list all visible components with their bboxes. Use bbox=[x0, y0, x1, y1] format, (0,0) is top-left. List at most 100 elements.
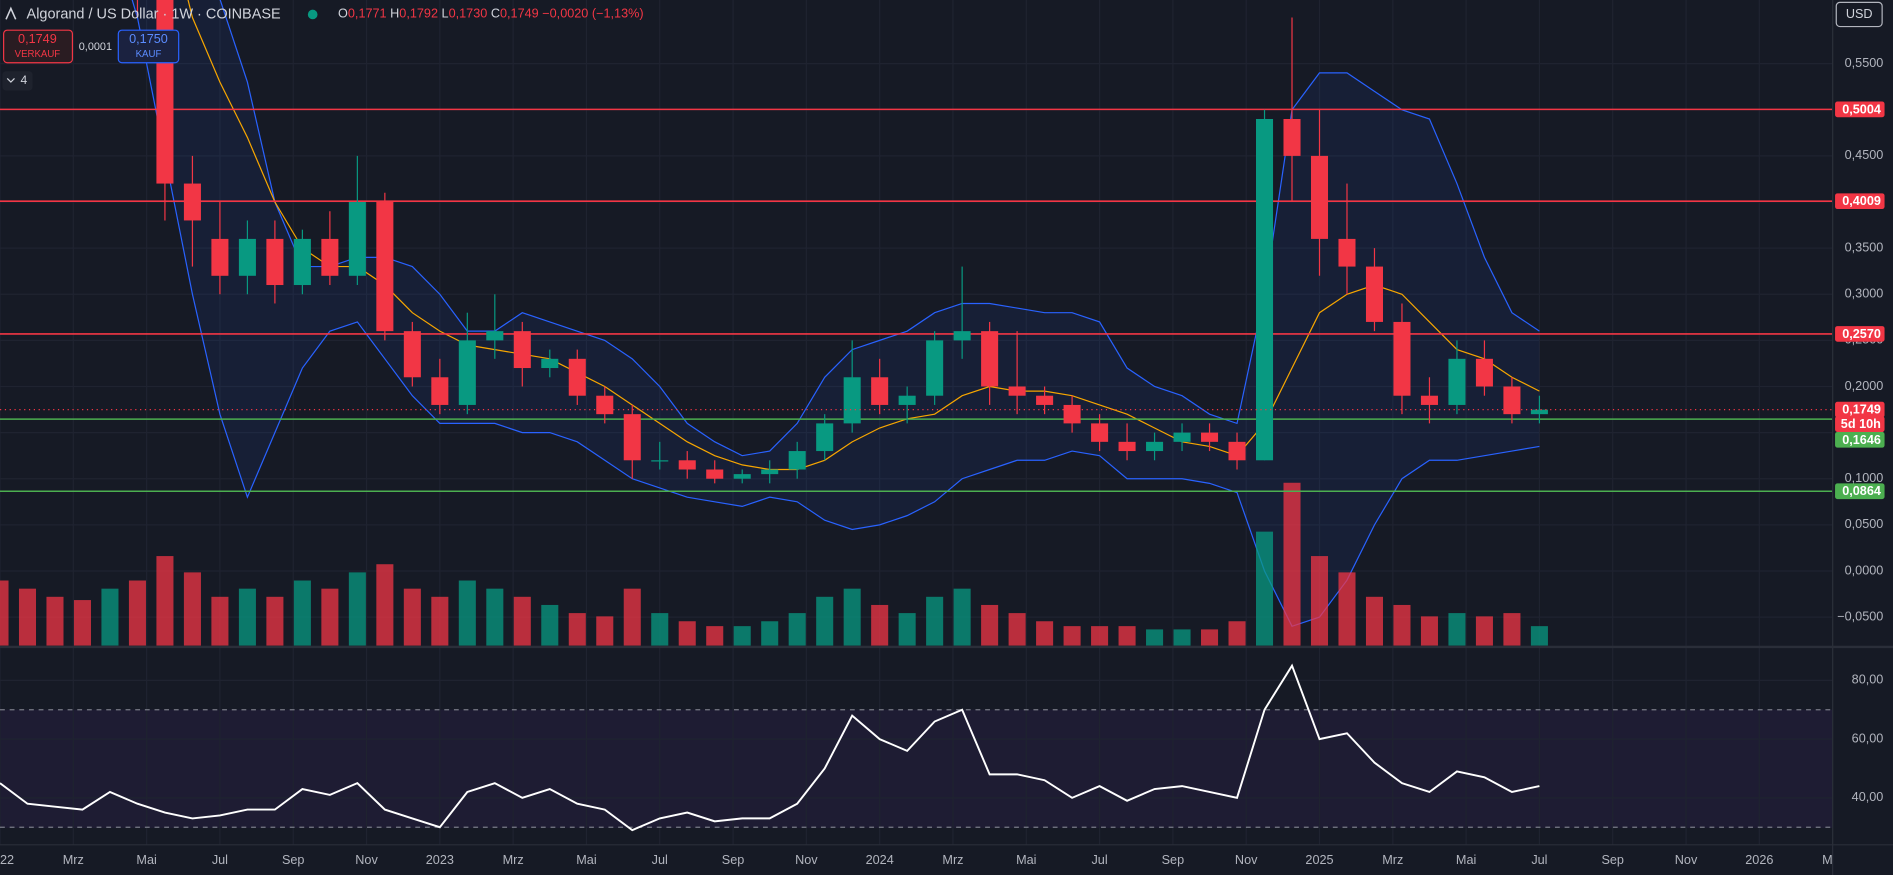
candle-body bbox=[1448, 358, 1466, 405]
level-label: 0,2570 bbox=[1842, 327, 1881, 341]
volume-bar bbox=[981, 604, 999, 646]
candle-body bbox=[568, 358, 586, 396]
volume-bar bbox=[101, 588, 119, 646]
level-label: 0,5004 bbox=[1842, 102, 1881, 116]
rsi-band bbox=[0, 709, 1833, 828]
buy-button[interactable]: 0,1750 KAUF bbox=[117, 29, 180, 64]
volume-bar bbox=[293, 580, 311, 646]
volume-bar bbox=[871, 604, 889, 646]
y-tick-label: 0,4500 bbox=[1845, 148, 1884, 162]
candle-body bbox=[1365, 266, 1383, 322]
currency[interactable]: USD bbox=[1846, 7, 1873, 21]
candle-body bbox=[1146, 441, 1164, 452]
x-tick-label: Mrz bbox=[503, 853, 524, 867]
volume-bar bbox=[926, 596, 944, 646]
candle-body bbox=[1310, 155, 1329, 239]
volume-bar bbox=[651, 613, 669, 646]
countdown-label-box bbox=[1835, 416, 1885, 432]
volume-bar bbox=[1420, 616, 1438, 646]
volume-bar bbox=[183, 572, 201, 646]
ohlc-key: H bbox=[390, 7, 399, 21]
volume-bar bbox=[1146, 629, 1164, 646]
sell-price[interactable]: 0,1749 bbox=[18, 32, 57, 46]
y-tick-label: 0,3000 bbox=[1845, 287, 1884, 301]
volume-bar bbox=[568, 613, 586, 646]
sell-label[interactable]: VERKAUF bbox=[15, 49, 61, 60]
candle-body bbox=[953, 331, 971, 341]
buy-price[interactable]: 0,1750 bbox=[129, 32, 168, 46]
currency-box[interactable] bbox=[1835, 1, 1883, 28]
volume-bar bbox=[623, 588, 641, 646]
candle-body bbox=[376, 202, 394, 332]
buy-label[interactable]: KAUF bbox=[136, 49, 162, 60]
candle-body bbox=[623, 414, 641, 461]
candle-body bbox=[1173, 432, 1191, 442]
volume-bar bbox=[816, 596, 834, 646]
price-pane bbox=[0, 0, 1833, 646]
level-label: 0,1646 bbox=[1842, 433, 1881, 447]
candle-body bbox=[541, 358, 559, 369]
axes: 22 Mrz Mai Jul Sep Nov 2023 Mrz Mai Jul Sep Nov 2024… bbox=[0, 56, 1885, 867]
chevron[interactable] bbox=[6, 78, 15, 83]
x-tick-label: 2024 bbox=[866, 853, 894, 867]
indicator-box[interactable] bbox=[2, 71, 33, 91]
volume-bar bbox=[266, 596, 284, 646]
x-tick-label: Mrz bbox=[1382, 853, 1403, 867]
volume-bar bbox=[678, 621, 696, 646]
indicator-count[interactable]: 4 bbox=[21, 73, 28, 87]
candle-body bbox=[1475, 358, 1493, 387]
candle-body bbox=[293, 238, 311, 286]
candle-body bbox=[1283, 118, 1301, 156]
sell-button[interactable]: 0,1749 VERKAUF bbox=[3, 29, 74, 64]
candle-body bbox=[871, 377, 889, 405]
volume-bar bbox=[1201, 629, 1219, 646]
candle-body bbox=[788, 451, 806, 470]
x-tick-label: Nov bbox=[355, 853, 378, 867]
volume-bar bbox=[898, 613, 916, 646]
candle-body bbox=[926, 340, 944, 396]
candle-body bbox=[513, 331, 531, 369]
candle-body bbox=[1063, 404, 1081, 424]
volume-bar bbox=[1338, 572, 1356, 646]
volume-bar bbox=[1063, 626, 1081, 646]
volume-bar bbox=[541, 604, 559, 646]
volume-bar bbox=[0, 580, 9, 646]
volume-bar bbox=[953, 588, 971, 646]
x-tick-label: Mrz bbox=[942, 853, 963, 867]
candle-body bbox=[321, 238, 339, 276]
buy-box[interactable] bbox=[117, 29, 180, 64]
level-label: 0,0864 bbox=[1842, 484, 1881, 498]
x-tick-label: 22 bbox=[0, 853, 14, 867]
candle-body bbox=[486, 331, 504, 341]
candle-body bbox=[1118, 441, 1136, 452]
level-label-box bbox=[1835, 431, 1885, 448]
ohlc-key: L bbox=[442, 7, 449, 21]
candle-body bbox=[1008, 386, 1026, 396]
y-tick-label: 0,0000 bbox=[1845, 563, 1884, 577]
x-tick-label: Nov bbox=[795, 853, 818, 867]
volume-bar bbox=[1283, 482, 1301, 646]
last-price-label: 0,1749 bbox=[1842, 403, 1881, 417]
volume-bar bbox=[1503, 613, 1521, 646]
indicator-toggle[interactable]: 4 bbox=[2, 71, 33, 91]
candle-body bbox=[1420, 395, 1438, 405]
x-tick-label: Sep bbox=[1601, 853, 1624, 867]
x-tick-label: Mai bbox=[1016, 853, 1036, 867]
y-tick-label: 0,1000 bbox=[1845, 471, 1884, 485]
candle-body bbox=[403, 331, 421, 378]
volume-bar bbox=[348, 572, 366, 646]
y-tick-label: 0,3500 bbox=[1845, 240, 1884, 254]
volume-bar bbox=[733, 626, 751, 646]
currency-button[interactable]: USD bbox=[1835, 1, 1883, 28]
spread: 0,0001 bbox=[79, 41, 112, 53]
candle-body bbox=[1255, 118, 1274, 461]
candle-body bbox=[843, 377, 861, 424]
sell-box[interactable] bbox=[3, 29, 74, 64]
x-tick-label: Jul bbox=[652, 853, 668, 867]
volume-bar bbox=[788, 613, 806, 646]
volume-bar bbox=[156, 556, 174, 646]
candle-body bbox=[1091, 423, 1109, 442]
x-tick-label: 2026 bbox=[1745, 853, 1773, 867]
volume-bar bbox=[1393, 604, 1411, 646]
